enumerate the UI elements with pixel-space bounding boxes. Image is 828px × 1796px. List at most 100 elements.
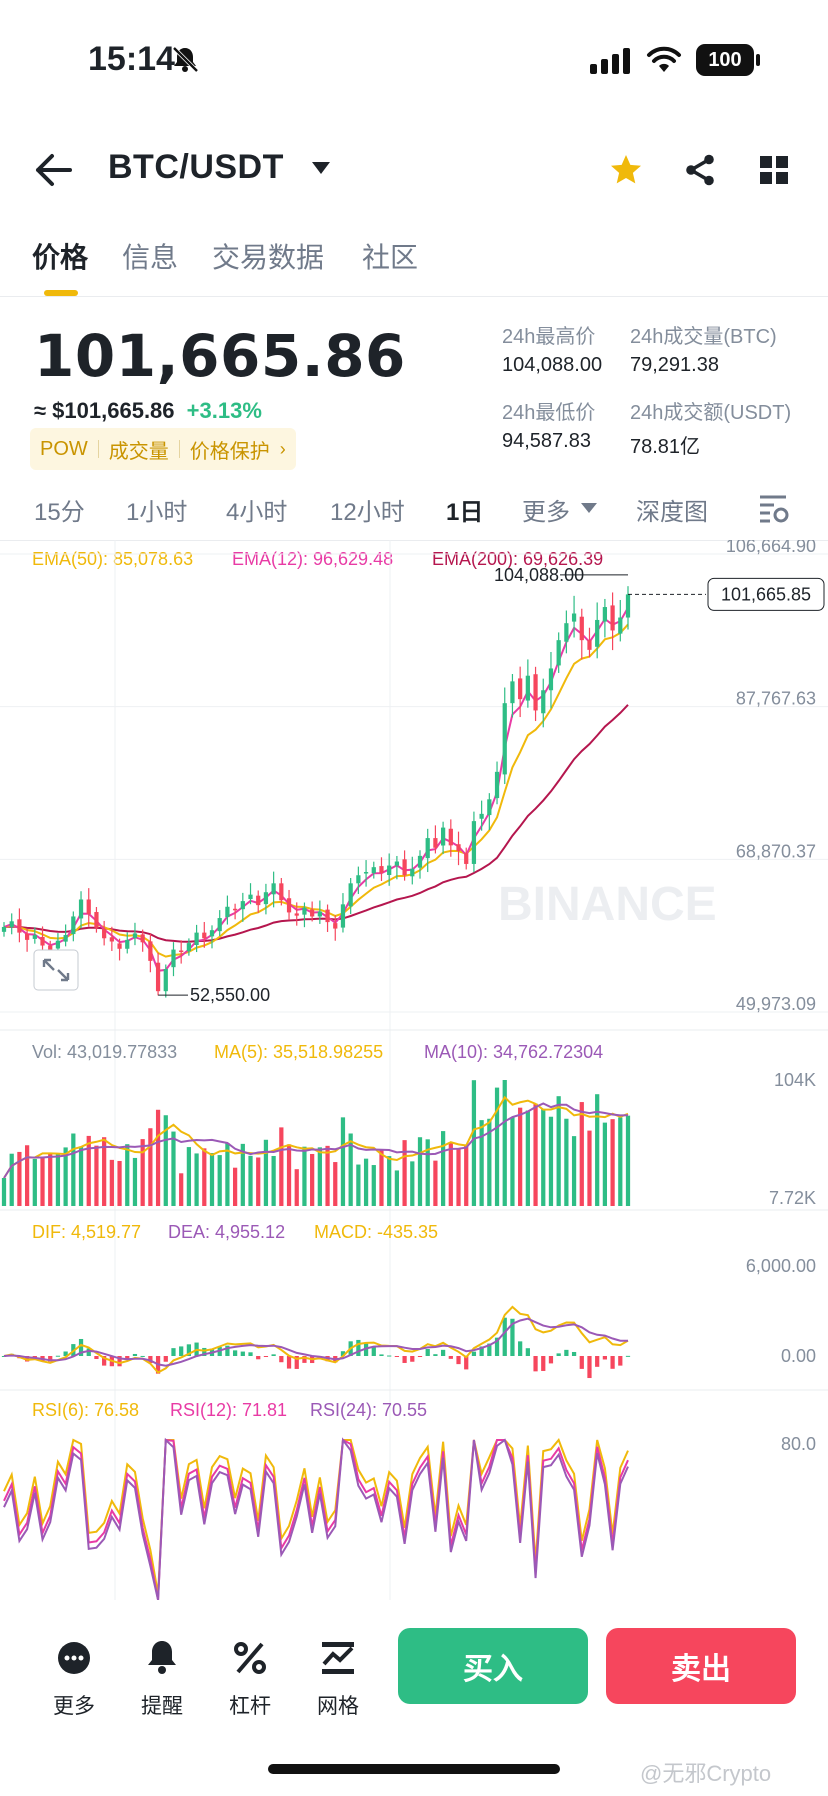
timeframe-depth[interactable]: 深度图 bbox=[636, 499, 708, 526]
candle-body bbox=[78, 899, 84, 919]
macd-hist-bar bbox=[387, 1355, 392, 1357]
stat-label-vol-btc: 24h成交量(BTC) bbox=[630, 326, 777, 348]
macd-hist-bar bbox=[433, 1354, 438, 1356]
volume-bar bbox=[425, 1139, 430, 1206]
low-marker-label: 52,550.00 bbox=[190, 985, 270, 1005]
divider bbox=[0, 296, 828, 297]
more-dots-icon[interactable] bbox=[56, 1640, 92, 1676]
price-tick-label: 49,973.09 bbox=[736, 994, 816, 1014]
cellular-signal-icon bbox=[590, 48, 630, 74]
volume-bar bbox=[410, 1161, 415, 1206]
more-dropdown-icon[interactable] bbox=[580, 502, 598, 514]
macd-dif-line bbox=[3, 1305, 629, 1374]
volume-ma10-line bbox=[3, 1102, 629, 1179]
volume-bar bbox=[148, 1128, 153, 1206]
timeframe-4h[interactable]: 4小时 bbox=[226, 499, 288, 526]
nav-grid-label[interactable]: 网格 bbox=[317, 1695, 359, 1718]
macd-hist-bar bbox=[541, 1356, 546, 1371]
nav-alert-label[interactable]: 提醒 bbox=[141, 1695, 183, 1718]
volume-bar bbox=[417, 1137, 423, 1206]
candle-body bbox=[525, 675, 530, 701]
macd-hist-bar bbox=[356, 1339, 361, 1356]
alert-bell-icon[interactable] bbox=[144, 1638, 180, 1676]
volume-bar bbox=[63, 1147, 68, 1206]
grid-bot-icon[interactable] bbox=[320, 1640, 356, 1676]
sell-button[interactable]: 卖出 bbox=[606, 1628, 796, 1704]
timeframe-12h[interactable]: 12小时 bbox=[330, 499, 405, 526]
tab-info[interactable]: 信息 bbox=[122, 242, 179, 273]
leverage-percent-icon[interactable] bbox=[232, 1640, 268, 1676]
volume-bar bbox=[518, 1107, 523, 1206]
volume-bar bbox=[625, 1115, 631, 1206]
change-percent: +3.13% bbox=[186, 398, 262, 423]
timeframe-1h[interactable]: 1小时 bbox=[126, 499, 188, 526]
timeframe-more[interactable]: 更多 bbox=[522, 499, 570, 526]
candlestick-chart[interactable]: EMA(50): 85,078.63 EMA(12): 96,629.48 EM… bbox=[0, 540, 828, 1600]
buy-button[interactable]: 买入 bbox=[398, 1628, 588, 1704]
timeframe-1d[interactable]: 1日 bbox=[446, 499, 484, 526]
tab-price[interactable]: 价格 bbox=[32, 242, 89, 273]
candle-body bbox=[579, 616, 584, 641]
volume-bar bbox=[55, 1153, 61, 1206]
expand-chart-button[interactable] bbox=[33, 949, 79, 991]
pair-dropdown-icon[interactable] bbox=[310, 160, 332, 176]
ema12-legend: EMA(12): 96,629.48 bbox=[232, 549, 393, 569]
candle-body bbox=[202, 932, 207, 939]
tab-community[interactable]: 社区 bbox=[362, 242, 419, 273]
macd-hist-bar bbox=[587, 1356, 592, 1379]
volume-bar bbox=[387, 1156, 392, 1206]
candle-body bbox=[240, 901, 245, 910]
nav-more-label[interactable]: 更多 bbox=[53, 1695, 95, 1718]
macd-dea-legend: DEA: 4,955.12 bbox=[168, 1222, 285, 1242]
volume-bar bbox=[71, 1133, 76, 1206]
macd-hist-bar bbox=[564, 1349, 569, 1356]
active-tab-indicator bbox=[44, 290, 78, 296]
candle-body bbox=[148, 941, 153, 961]
grid-menu-icon[interactable] bbox=[758, 154, 790, 186]
tab-trade-data[interactable]: 交易数据 bbox=[212, 242, 325, 273]
ema50-line bbox=[3, 623, 629, 958]
nav-leverage-label[interactable]: 杠杆 bbox=[229, 1695, 271, 1718]
volume-bar bbox=[286, 1144, 292, 1206]
candle-body bbox=[71, 916, 76, 935]
macd-hist-bar bbox=[117, 1356, 122, 1367]
candle-body bbox=[32, 935, 37, 939]
volume-bar bbox=[9, 1153, 14, 1206]
volume-bar bbox=[371, 1165, 376, 1206]
volume-bar bbox=[117, 1160, 122, 1206]
pair-title[interactable]: BTC/USDT bbox=[108, 148, 284, 186]
macd-hist-bar bbox=[479, 1346, 484, 1356]
candle-body bbox=[63, 935, 68, 942]
chip-volume[interactable]: 成交量 bbox=[108, 440, 169, 463]
candle-body bbox=[379, 866, 384, 873]
volume-bar bbox=[595, 1094, 600, 1206]
macd-hist-bar bbox=[471, 1351, 477, 1356]
macd-hist-bar bbox=[595, 1356, 600, 1367]
volume-bar bbox=[155, 1109, 161, 1206]
chip-separator bbox=[97, 440, 99, 458]
timeframe-15m[interactable]: 15分 bbox=[34, 499, 85, 526]
back-arrow-icon[interactable] bbox=[34, 152, 74, 188]
volume-bar bbox=[302, 1146, 307, 1206]
macd-hist-bar bbox=[579, 1356, 584, 1369]
share-icon[interactable] bbox=[682, 152, 718, 188]
candle-body bbox=[294, 913, 299, 916]
candle-body bbox=[286, 898, 292, 913]
candle-body bbox=[40, 936, 45, 946]
approx-usd: ≈ $101,665.86 bbox=[34, 398, 175, 423]
stat-value-vol-btc: 79,291.38 bbox=[630, 354, 719, 376]
price-tick-label: 87,767.63 bbox=[736, 689, 816, 709]
candle-body bbox=[86, 899, 91, 915]
macd-hist-bar bbox=[602, 1356, 608, 1360]
chart-settings-icon[interactable] bbox=[758, 494, 790, 524]
candle-body bbox=[387, 865, 392, 875]
favorite-star-icon[interactable] bbox=[608, 152, 644, 188]
candle-body bbox=[232, 908, 238, 911]
volume-bar bbox=[356, 1164, 361, 1206]
last-price: 101,665.86 bbox=[34, 322, 406, 390]
rsi12-line bbox=[3, 1438, 629, 1600]
chip-price-protect[interactable]: 价格保护 bbox=[189, 440, 270, 463]
volume-bar bbox=[125, 1144, 130, 1206]
candle-body bbox=[248, 894, 253, 900]
chip-pow[interactable]: POW bbox=[40, 437, 88, 460]
